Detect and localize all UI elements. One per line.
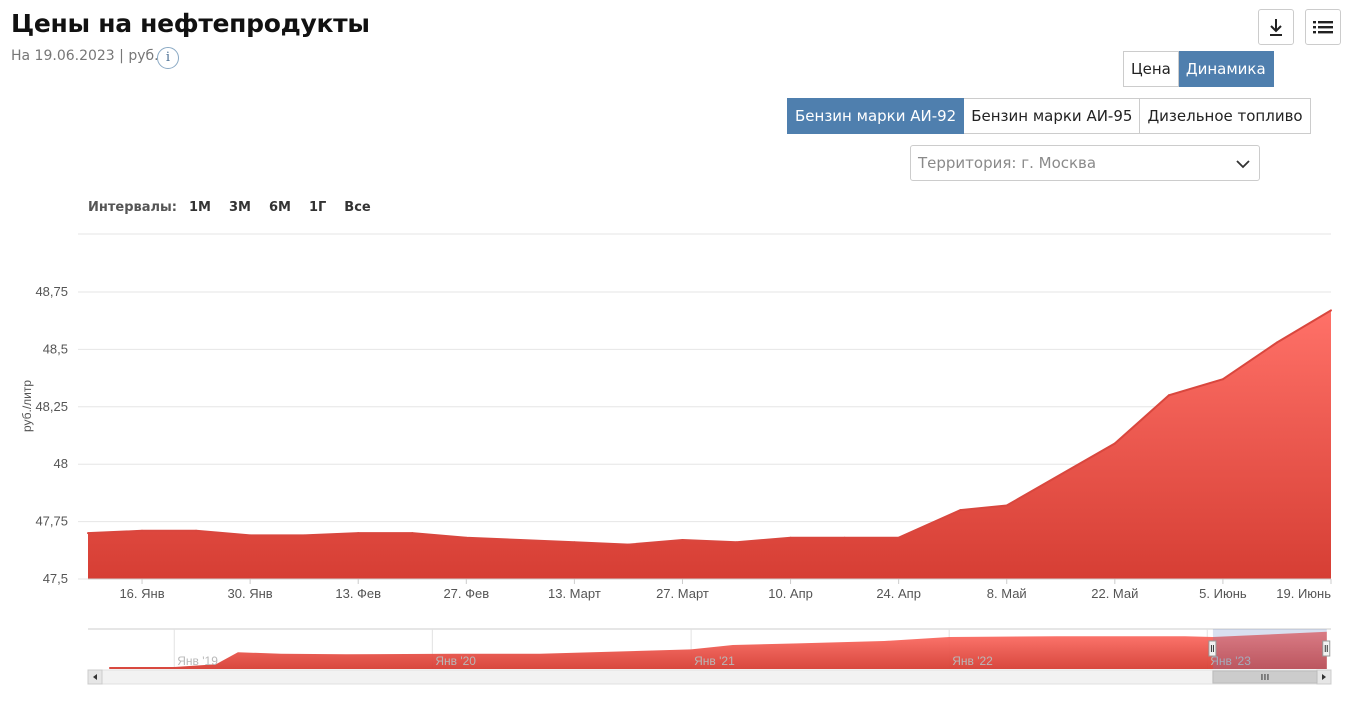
data-point bbox=[789, 536, 792, 539]
series-area bbox=[88, 310, 1331, 579]
data-point bbox=[465, 536, 468, 539]
data-point bbox=[897, 536, 900, 539]
navigator-selection[interactable] bbox=[1212, 629, 1327, 669]
y-tick-label: 48,75 bbox=[35, 284, 68, 299]
info-icon[interactable]: i bbox=[157, 47, 179, 69]
interval-1m[interactable]: 1М bbox=[189, 200, 211, 215]
arrow-left-icon bbox=[93, 674, 97, 680]
navigator-year-label: Янв '21 bbox=[694, 654, 735, 668]
view-price-button[interactable]: Цена bbox=[1123, 51, 1179, 87]
y-tick-label: 48,5 bbox=[43, 341, 68, 356]
arrow-right-icon bbox=[1322, 674, 1326, 680]
x-tick-label: 24. Апр bbox=[876, 586, 921, 601]
tab-ai92[interactable]: Бензин марки АИ-92 bbox=[787, 98, 965, 134]
data-point bbox=[1221, 378, 1224, 381]
x-tick-label: 13. Март bbox=[548, 586, 601, 601]
x-tick-label: 10. Апр bbox=[768, 586, 813, 601]
navigator-handle[interactable] bbox=[1322, 640, 1331, 657]
data-point bbox=[681, 539, 684, 541]
navigator-scrollbar[interactable] bbox=[87, 669, 1332, 685]
interval-all[interactable]: Все bbox=[344, 200, 371, 215]
data-point bbox=[573, 541, 576, 544]
view-toggle: Цена Динамика bbox=[1123, 51, 1274, 87]
x-tick-label: 13. Фев bbox=[335, 586, 381, 601]
data-point bbox=[303, 534, 306, 537]
data-point bbox=[519, 539, 522, 541]
chevron-down-icon bbox=[1236, 160, 1250, 169]
x-tick-label: 5. Июнь bbox=[1199, 586, 1247, 601]
data-point bbox=[843, 536, 846, 539]
data-point bbox=[411, 532, 414, 535]
data-point bbox=[249, 534, 252, 537]
list-menu-icon bbox=[1313, 21, 1333, 34]
data-point bbox=[735, 541, 738, 544]
x-tick-label: 30. Янв bbox=[228, 586, 273, 601]
territory-select[interactable]: Территория: г. Москва bbox=[910, 145, 1260, 181]
data-point bbox=[87, 532, 89, 535]
territory-select-value: Территория: г. Москва bbox=[918, 154, 1097, 172]
data-point bbox=[141, 529, 143, 532]
x-tick-label: 19. Июнь bbox=[1276, 586, 1331, 601]
data-point bbox=[1330, 309, 1332, 312]
data-point bbox=[1113, 442, 1116, 445]
navigator-area bbox=[109, 631, 1327, 669]
navigator-handle[interactable] bbox=[1208, 640, 1217, 657]
download-icon bbox=[1270, 19, 1282, 36]
data-point bbox=[959, 509, 962, 512]
scrollbar-track[interactable] bbox=[87, 669, 1332, 685]
data-point bbox=[195, 529, 198, 532]
price-series bbox=[87, 309, 1332, 579]
interval-3m[interactable]: 3М bbox=[228, 200, 251, 215]
y-tick-label: 48 bbox=[54, 456, 68, 471]
page-title: Цены на нефтепродукты bbox=[11, 9, 370, 38]
navigator-year-label: Янв '20 bbox=[435, 654, 476, 668]
y-tick-label: 48,25 bbox=[35, 399, 68, 414]
intervals-label: Интервалы: bbox=[88, 200, 177, 215]
view-dynamics-button[interactable]: Динамика bbox=[1178, 51, 1274, 87]
data-point bbox=[357, 532, 360, 535]
data-point bbox=[627, 543, 630, 546]
y-tick-label: 47,5 bbox=[43, 571, 68, 586]
chart-menu-button[interactable] bbox=[1305, 9, 1341, 45]
y-axis: 47,5 47,75 48 48,25 48,5 48,75 bbox=[35, 284, 68, 586]
x-axis: 16. Янв 30. Янв 13. Фев 27. Фев 13. Март 27. … bbox=[88, 578, 1332, 601]
x-tick-label: 16. Янв bbox=[119, 586, 164, 601]
date-unit-subtitle: На 19.06.2023 | руб. bbox=[11, 48, 159, 64]
x-tick-label: 22. Май bbox=[1091, 586, 1138, 601]
data-point bbox=[1005, 504, 1008, 507]
data-point bbox=[1276, 341, 1278, 344]
x-tick-label: 27. Март bbox=[656, 586, 709, 601]
navigator-year-label: Янв '19 bbox=[177, 654, 218, 668]
y-tick-label: 47,75 bbox=[35, 514, 68, 529]
download-button[interactable] bbox=[1258, 9, 1294, 45]
interval-1y[interactable]: 1Г bbox=[308, 200, 327, 215]
x-tick-label: 27. Фев bbox=[443, 586, 489, 601]
data-point bbox=[1167, 394, 1170, 397]
y-axis-label: руб./литр bbox=[20, 380, 34, 432]
tab-diesel[interactable]: Дизельное топливо bbox=[1140, 98, 1311, 134]
navigator-handle-body[interactable] bbox=[1322, 640, 1331, 657]
range-navigator[interactable]: Янв '19 Янв '20 Янв '21 Янв '22 Янв '23 bbox=[88, 628, 1331, 669]
fuel-tabs: Бензин марки АИ-92 Бензин марки АИ-95 Ди… bbox=[787, 98, 1311, 134]
interval-selector: Интервалы: 1М 3М 6М 1Г Все bbox=[88, 200, 389, 215]
navigator-year-label: Янв '22 bbox=[952, 654, 993, 668]
navigator-year-label: Янв '23 bbox=[1210, 654, 1251, 668]
tab-ai95[interactable]: Бензин марки АИ-95 bbox=[964, 98, 1141, 134]
navigator-handle-body[interactable] bbox=[1208, 640, 1217, 657]
x-tick-label: 8. Май bbox=[987, 586, 1027, 601]
interval-6m[interactable]: 6М bbox=[268, 200, 291, 215]
